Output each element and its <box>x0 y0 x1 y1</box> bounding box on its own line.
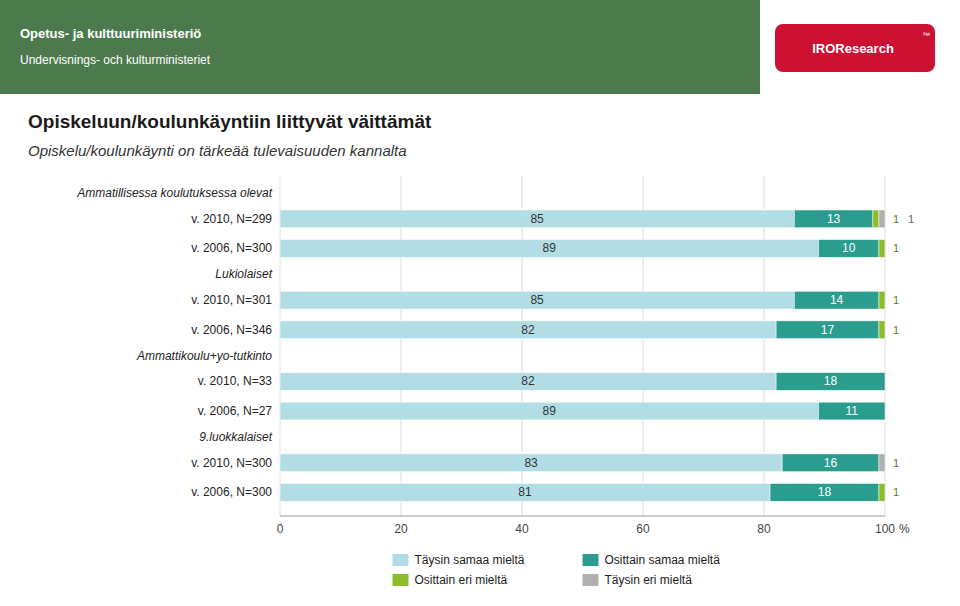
bar-segment <box>818 402 885 420</box>
legend-swatch <box>393 554 409 566</box>
data-label: 14 <box>830 293 844 307</box>
bar-segment <box>879 210 885 228</box>
legend-label: Osittain samaa mieltä <box>605 553 721 567</box>
legend-label: Täysin eri mieltä <box>605 573 693 587</box>
chart: Opetus- ja kulttuuriministeriö Undervisni… <box>0 0 960 606</box>
bar-segment <box>879 240 885 258</box>
bar-segment <box>280 483 770 501</box>
bar-segment <box>873 210 879 228</box>
logo-box <box>775 24 935 72</box>
group-label: Lukiolaiset <box>215 267 272 281</box>
data-label: 82 <box>521 323 535 337</box>
logo-mark: ™ <box>922 31 930 40</box>
data-label: 13 <box>827 212 841 226</box>
header-banner <box>0 0 760 94</box>
data-label: 85 <box>530 293 544 307</box>
data-label: 89 <box>543 241 557 255</box>
bar-segment <box>879 483 885 501</box>
category-label: v. 2010, N=299 <box>191 212 272 226</box>
data-labels: 851311891018514182171821889118316181181 <box>518 212 914 499</box>
legend-swatch <box>583 554 599 566</box>
data-label: 85 <box>530 212 544 226</box>
category-label: v. 2006, N=300 <box>191 485 272 499</box>
axis-label: % <box>899 522 910 536</box>
header-text: Undervisnings- och kulturministeriet <box>20 53 211 67</box>
bar-segment <box>280 402 818 420</box>
bar-segment <box>280 454 782 472</box>
legend-label: Täysin samaa mieltä <box>415 553 525 567</box>
bars <box>280 210 885 501</box>
data-label: 16 <box>824 456 838 470</box>
bar-segment <box>794 291 879 309</box>
logo-text: IROResearch <box>812 41 894 56</box>
data-label: 1 <box>893 213 899 225</box>
bar-segment <box>794 210 873 228</box>
group-label: Ammattikoulu+yo-tutkinto <box>136 349 272 363</box>
data-label: 1 <box>893 294 899 306</box>
tick-label: 100 <box>875 522 895 536</box>
data-label: 83 <box>524 456 538 470</box>
tick-label: 0 <box>277 522 284 536</box>
header-text: Opetus- ja kulttuuriministeriö <box>20 26 201 41</box>
bar-segment <box>280 240 818 258</box>
data-label: 11 <box>845 404 858 418</box>
grid <box>280 176 885 516</box>
legend: Täysin samaa mieltä Osittain samaa mieltä… <box>393 553 721 587</box>
tick-label: 40 <box>515 522 529 536</box>
tick-label: 20 <box>394 522 408 536</box>
bar-segment <box>818 240 879 258</box>
bar-segment <box>879 454 885 472</box>
category-label: v. 2006, N=300 <box>191 241 272 255</box>
x-axis-line <box>280 516 885 517</box>
category-label: v. 2010, N=300 <box>191 456 272 470</box>
data-label: 1 <box>893 242 899 254</box>
tick-label: 80 <box>757 522 771 536</box>
data-label: 18 <box>824 374 838 388</box>
data-label: 82 <box>521 374 535 388</box>
bar-segment <box>770 483 879 501</box>
category-label: v. 2006, N=27 <box>198 404 272 418</box>
legend-swatch <box>583 574 599 586</box>
data-label: 18 <box>818 485 832 499</box>
bar-segment <box>280 210 794 228</box>
tick-label: 60 <box>636 522 650 536</box>
group-label: Ammatillisessa koulutuksessa olevat <box>76 186 272 200</box>
legend-swatch <box>393 574 409 586</box>
data-label: 1 <box>893 486 899 498</box>
bar-segment <box>782 454 879 472</box>
group-label: 9.luokkalaiset <box>199 430 272 444</box>
data-label: 81 <box>518 485 532 499</box>
bar-segment <box>879 321 885 339</box>
bar-segment <box>879 291 885 309</box>
category-label: v. 2006, N=346 <box>191 323 272 337</box>
category-label: v. 2010, N=33 <box>198 374 272 388</box>
bar-segment <box>280 291 794 309</box>
data-label: 1 <box>908 213 914 225</box>
bar-segment <box>280 321 776 339</box>
category-label: v. 2010, N=301 <box>191 293 272 307</box>
data-label: 10 <box>842 241 856 255</box>
subtitle: Opiskelu/koulunkäynti on tärkeää tulevai… <box>28 142 407 159</box>
legend-label: Osittain eri mieltä <box>415 573 508 587</box>
data-label: 89 <box>543 404 557 418</box>
bar-segment <box>776 373 885 391</box>
data-label: 1 <box>893 457 899 469</box>
bar-segment <box>280 373 776 391</box>
data-label: 17 <box>821 323 835 337</box>
data-label: 1 <box>893 324 899 336</box>
bar-segment <box>776 321 879 339</box>
title: Opiskeluun/koulunkäyntiin liittyvät väit… <box>28 111 432 132</box>
